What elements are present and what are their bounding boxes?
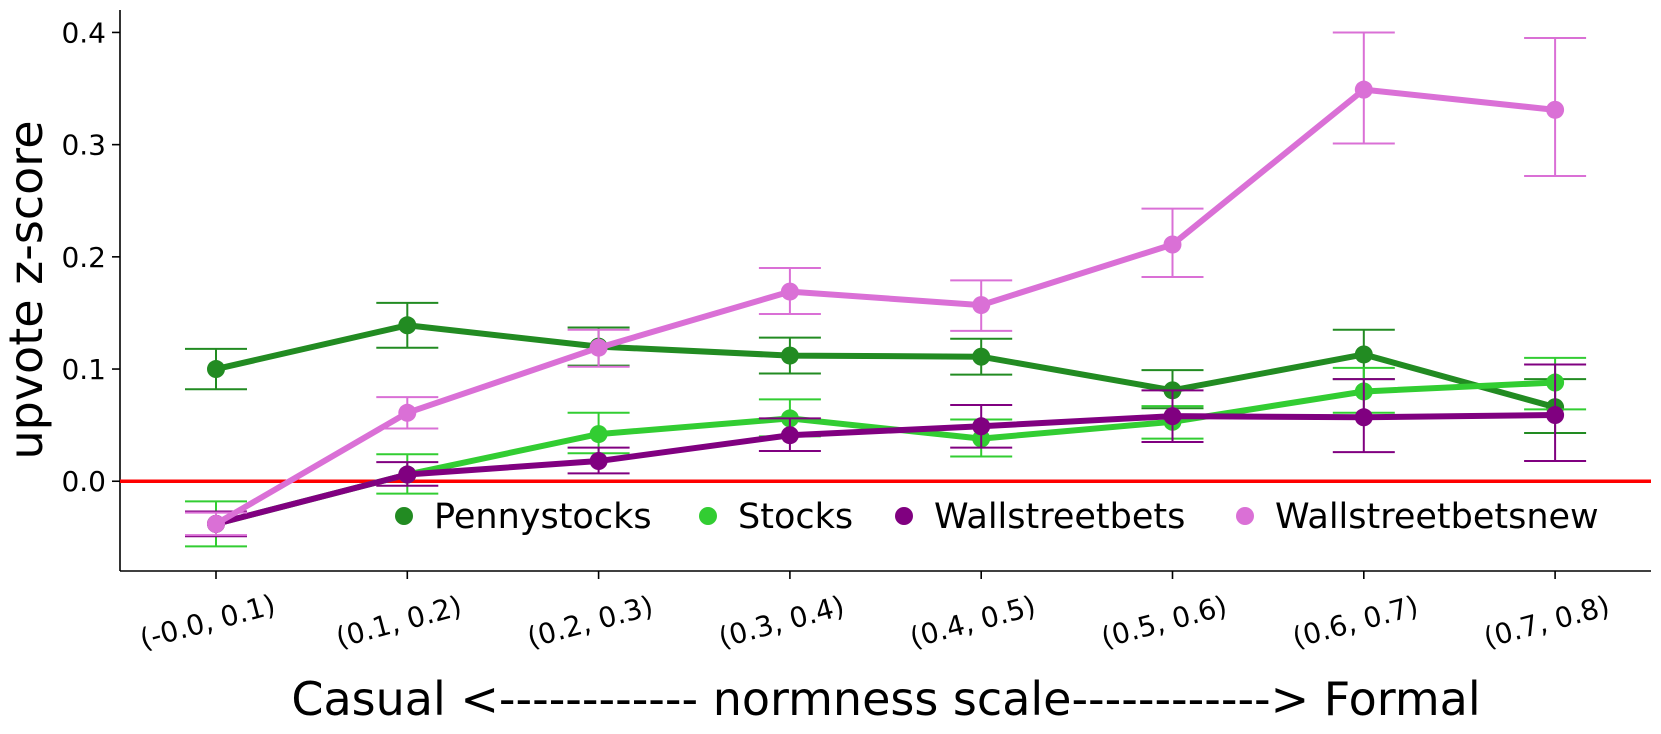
series-pennystocks bbox=[185, 301, 1587, 434]
data-point bbox=[972, 347, 991, 366]
legend-marker bbox=[895, 507, 913, 525]
y-tick-label: 0.4 bbox=[61, 16, 106, 49]
data-point bbox=[589, 338, 608, 357]
data-point bbox=[589, 425, 608, 444]
legend-label: Wallstreetbetsnew bbox=[1275, 497, 1599, 537]
legend-label: Pennystocks bbox=[434, 497, 652, 537]
series-line-pennystocks bbox=[215, 322, 1556, 411]
x-tick-label: (0.6, 0.7) bbox=[1289, 589, 1422, 654]
legend-label: Wallstreetbets bbox=[934, 497, 1185, 537]
series-line-wallstreetbets bbox=[215, 412, 1556, 527]
data-point bbox=[398, 403, 417, 422]
y-tick-label: 0.0 bbox=[61, 465, 106, 498]
legend: Pennystocks Stocks Wallstreetbets Wallstree… bbox=[395, 497, 1599, 537]
data-point bbox=[780, 282, 799, 301]
series-line-wallstreetbetsnew bbox=[214, 86, 1556, 527]
y-tick-label: 0.2 bbox=[61, 241, 106, 274]
data-point bbox=[1163, 235, 1182, 254]
legend-item-pennystocks: Pennystocks bbox=[395, 497, 652, 537]
data-point bbox=[1354, 408, 1373, 427]
legend-item-wallstreetbetsnew: Wallstreetbetsnew bbox=[1236, 497, 1599, 537]
y-axis-label: upvote z-score bbox=[0, 120, 53, 459]
series-wallstreetbets bbox=[185, 363, 1587, 538]
data-point bbox=[1546, 100, 1565, 119]
data-point bbox=[1546, 406, 1565, 425]
data-point bbox=[780, 346, 799, 365]
x-tick-label: (0.5, 0.6) bbox=[1098, 589, 1231, 654]
legend-marker bbox=[1236, 507, 1254, 525]
x-tick-label: (0.4, 0.5) bbox=[906, 589, 1039, 654]
y-tick-label: 0.1 bbox=[61, 353, 106, 386]
data-point bbox=[780, 426, 799, 445]
data-point bbox=[1354, 80, 1373, 99]
data-point bbox=[972, 296, 991, 315]
series-wallstreetbetsnew bbox=[185, 31, 1587, 537]
data-point bbox=[1163, 407, 1182, 426]
x-tick-label: (-0.0, 0.1) bbox=[136, 588, 279, 656]
data-point bbox=[972, 417, 991, 436]
data-point bbox=[1354, 345, 1373, 364]
x-tick-label: (0.3, 0.4) bbox=[715, 589, 848, 654]
x-axis-label: Casual <------------ normness scale-----… bbox=[291, 672, 1480, 726]
y-tick-label: 0.3 bbox=[61, 129, 106, 162]
legend-item-stocks: Stocks bbox=[699, 497, 853, 537]
legend-marker bbox=[699, 507, 717, 525]
x-tick-label: (0.2, 0.3) bbox=[524, 589, 657, 654]
data-point bbox=[207, 360, 225, 379]
legend-marker bbox=[395, 507, 413, 525]
x-tick-label: (0.7, 0.8) bbox=[1480, 589, 1613, 654]
data-point bbox=[398, 316, 417, 335]
data-point bbox=[589, 452, 608, 471]
legend-item-wallstreetbets: Wallstreetbets bbox=[895, 497, 1185, 537]
data-point bbox=[207, 514, 225, 533]
data-point bbox=[398, 465, 417, 484]
x-tick-label: (0.1, 0.2) bbox=[332, 589, 465, 654]
legend-label: Stocks bbox=[738, 497, 853, 537]
